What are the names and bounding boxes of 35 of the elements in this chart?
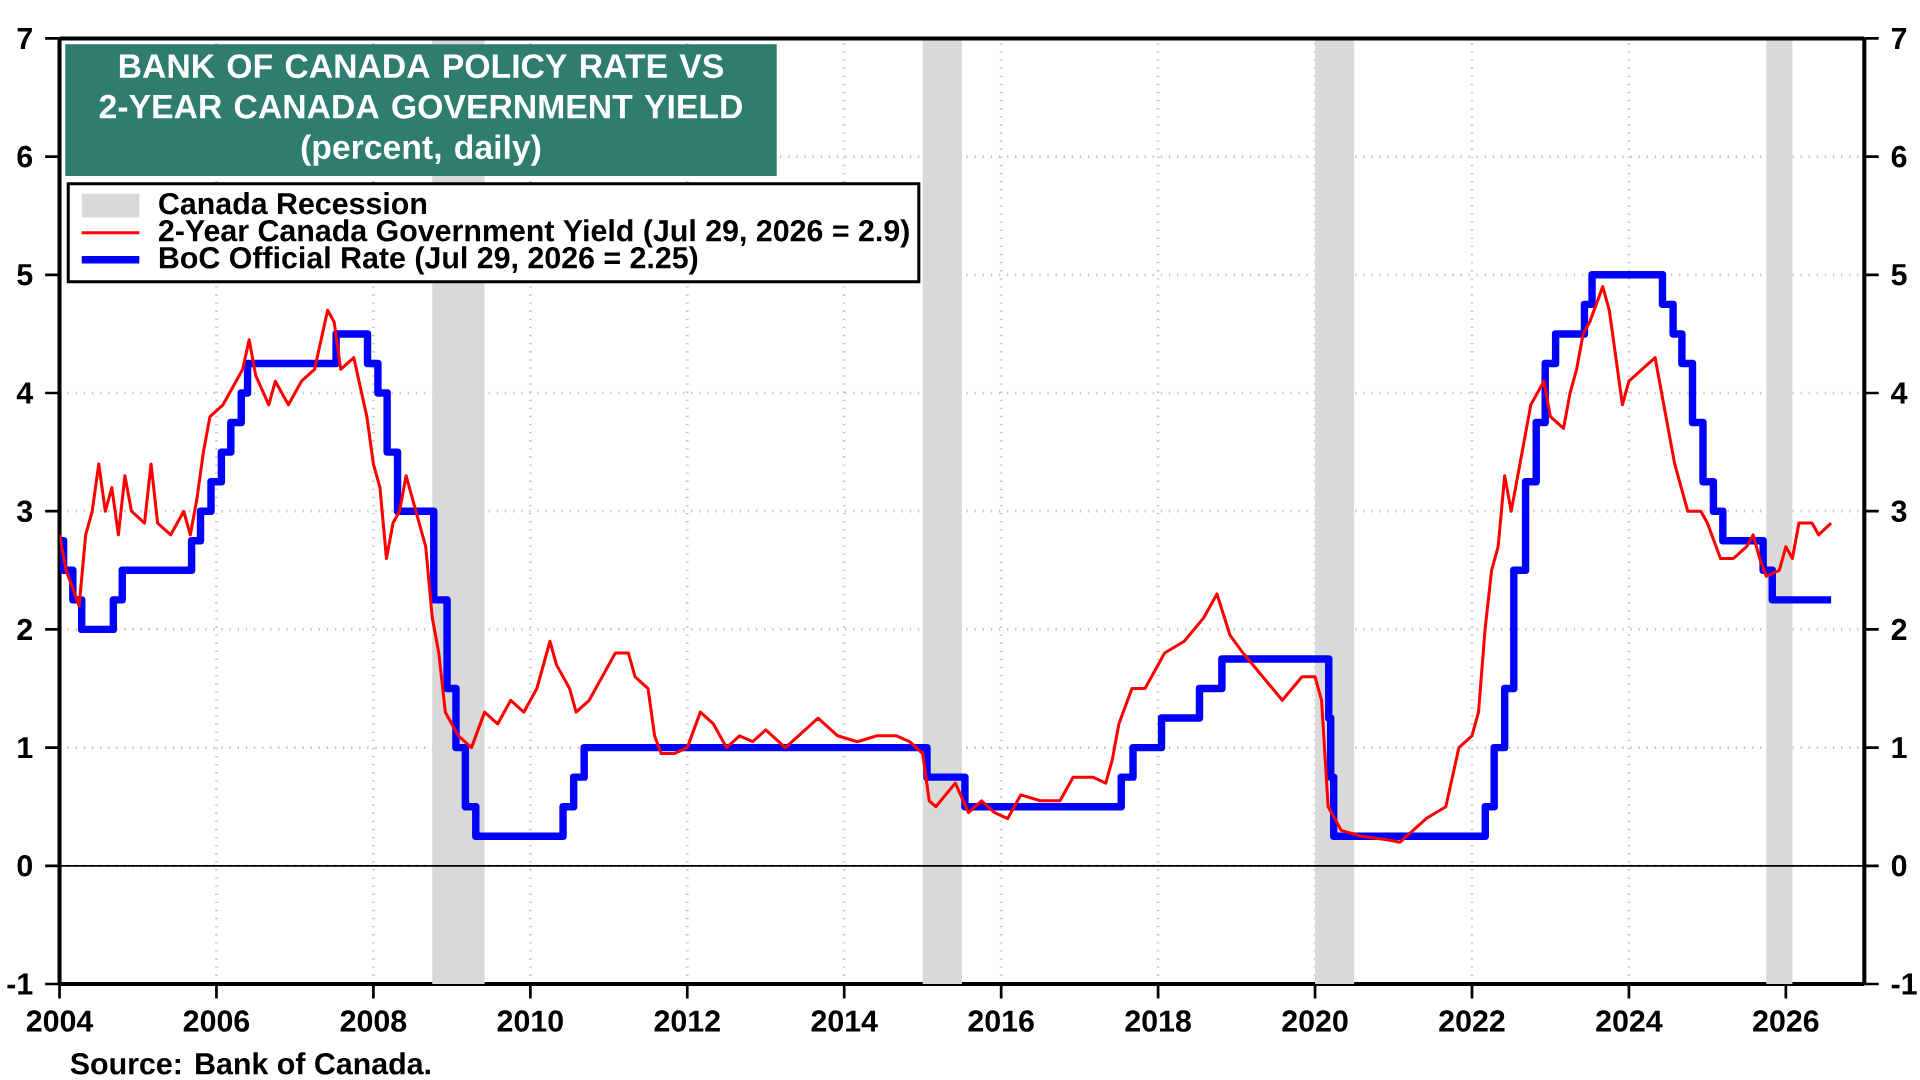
x-tick-label: 2004: [26, 1010, 94, 1032]
x-tick-label: 2014: [811, 1010, 878, 1032]
y-tick-label: -1: [1891, 973, 1917, 995]
text: (percent, daily): [301, 134, 541, 166]
y2-tick-label: 2: [17, 618, 33, 641]
y2-tick-label: 6: [17, 145, 33, 168]
y-tick-label: 7: [1891, 27, 1907, 49]
y-tick-label: 2: [1891, 618, 1907, 641]
y-tick-label: 0: [1891, 855, 1907, 877]
y2-tick-label: 3: [17, 500, 33, 522]
y2-tick-label: 4: [16, 382, 34, 404]
x-tick-label: 2026: [1753, 1010, 1819, 1032]
x-tick-label: 2018: [1125, 1010, 1191, 1032]
x-tick-label: 2010: [497, 1010, 563, 1032]
y-tick-label: 5: [1891, 264, 1907, 286]
x-tick-label: 2016: [968, 1010, 1034, 1032]
y-tick-label: 4: [1891, 382, 1908, 404]
y2-tick-label: 1: [18, 737, 33, 759]
y2-tick-label: 0: [17, 855, 33, 877]
x-tick-label: 2008: [340, 1010, 407, 1032]
band-label: Canada Recession: [159, 192, 427, 215]
y2-tick-label: 5: [17, 264, 33, 286]
chart-title: BANK OF CANADA POLICY RATE VS 2-YEAR CANADA GOVERNMENT YIELD: [99, 54, 742, 119]
x-tick-label: 2012: [654, 1010, 720, 1032]
x-tick-label: 2020: [1282, 1010, 1348, 1032]
x-tick-label: 2024: [1596, 1010, 1663, 1032]
y-tick-label: 3: [1891, 500, 1907, 522]
y-tick-label: 6: [1891, 145, 1907, 168]
x-tick-label: 2022: [1439, 1010, 1505, 1032]
x-tick-label: 2006: [183, 1010, 250, 1032]
y2-tick-label: -1: [7, 973, 33, 995]
source-note: Source: Bank of Canada.: [70, 1052, 430, 1075]
y-tick-label: 1: [1892, 737, 1907, 759]
legend-label: BoC Official Rate (Jul 29, 2026 = 2.25): [159, 246, 698, 275]
y2-tick-label: 7: [17, 27, 32, 49]
